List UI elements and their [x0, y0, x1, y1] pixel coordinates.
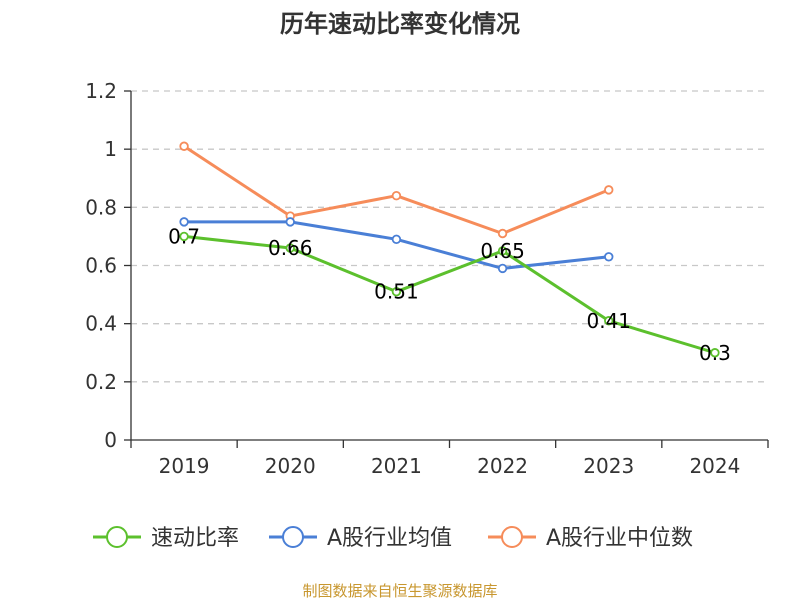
data-label: 0.3	[699, 341, 731, 365]
legend-marker	[501, 526, 523, 548]
x-tick-label: 2024	[689, 454, 740, 478]
x-tick-label: 2023	[583, 454, 634, 478]
series-layer	[179, 141, 720, 358]
data-label: 0.7	[168, 224, 200, 248]
grid	[131, 90, 768, 383]
data-point	[604, 185, 614, 195]
legend-item: 速动比率	[93, 526, 239, 551]
series-line	[183, 234, 716, 355]
series-line	[184, 220, 609, 270]
y-tick-label: 0.8	[85, 195, 117, 219]
x-tick-label: 2020	[265, 454, 316, 478]
legend: 速动比率 A股行业均值 A股行业中位数	[93, 526, 693, 551]
axes: 0 0.2 0.4 0.6 0.8 1 1.2 2019 2020 2021 2022 2023 202…	[85, 79, 769, 478]
legend-item: A股行业中位数	[488, 526, 693, 551]
source-note: 制图数据来自恒生聚源数据库	[302, 582, 497, 600]
data-point	[285, 217, 295, 227]
legend-label: A股行业均值	[327, 526, 452, 551]
y-tick-label: 1.2	[85, 79, 117, 103]
legend-item: A股行业均值	[269, 526, 452, 551]
data-point	[391, 286, 402, 297]
legend-label: 速动比率	[151, 526, 239, 551]
data-label: 0.65	[480, 239, 525, 263]
data-point	[391, 190, 402, 201]
data-point	[497, 246, 508, 256]
legend-label: A股行业中位数	[546, 526, 693, 551]
data-point	[285, 243, 295, 253]
x-tick-label: 2022	[477, 454, 528, 478]
y-tick-label: 0.6	[85, 254, 117, 278]
data-label: 0.51	[374, 280, 419, 304]
y-tick-label: 0.2	[85, 370, 117, 394]
data-point	[179, 217, 189, 227]
y-tick-label: 0	[104, 428, 117, 452]
y-tick-label: 0.4	[85, 312, 117, 336]
legend-marker	[106, 526, 128, 548]
data-point	[391, 234, 402, 245]
data-point	[604, 316, 614, 326]
data-point	[710, 348, 720, 358]
data-point	[179, 141, 189, 151]
data-point	[497, 263, 508, 274]
data-point	[604, 252, 614, 262]
data-label: 0.41	[586, 309, 631, 333]
data-point	[497, 228, 508, 239]
y-tick-label: 1	[104, 137, 117, 161]
legend-marker	[282, 526, 304, 548]
chart-title: 历年速动比率变化情况	[280, 10, 520, 38]
data-point	[179, 231, 189, 242]
x-tick-label: 2019	[159, 454, 210, 478]
data-labels: 0.7 0.66 0.51 0.65 0.41 0.3	[168, 224, 731, 364]
x-tick-label: 2021	[371, 454, 422, 478]
data-label: 0.66	[268, 236, 313, 260]
